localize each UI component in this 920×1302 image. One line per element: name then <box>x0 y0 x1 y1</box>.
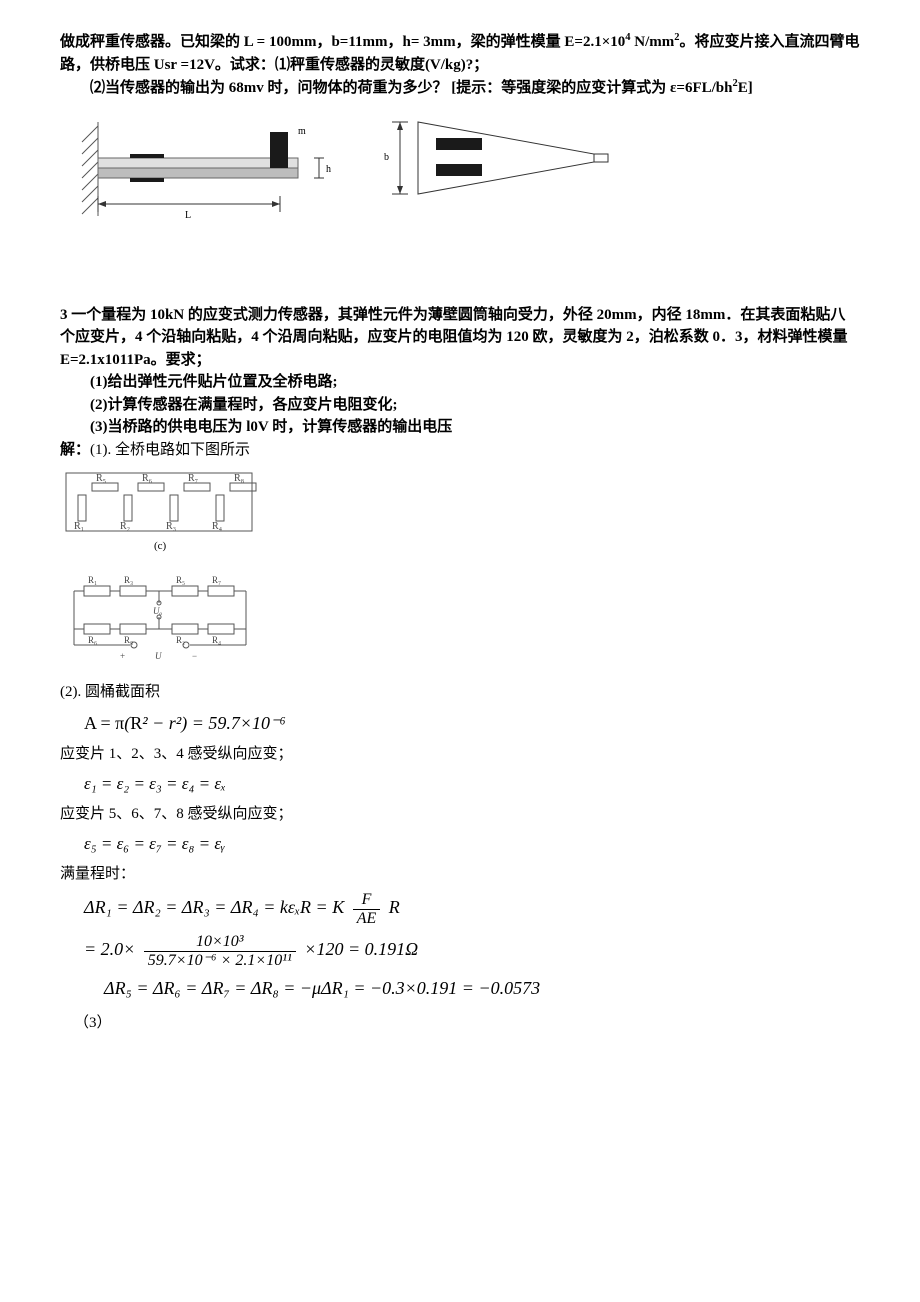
dr-line1: ΔR₁ = ΔR₂ = ΔR₃ = ΔR₄ = kεₓR = K FAE R <box>84 891 860 927</box>
dr2a: = 2.0× <box>84 939 135 959</box>
beam-figure-row: m h L b <box>60 104 860 234</box>
label-b: b <box>384 152 389 163</box>
area-eq: A = π(R² − r²) = 59.7×10⁻⁶ <box>84 710 860 737</box>
svg-text:R₆: R₆ <box>142 473 153 484</box>
svg-text:R₅: R₅ <box>176 575 185 585</box>
eps1: ε₁ = ε₂ = ε₃ = ε₄ = εₓ <box>84 771 860 797</box>
dr-frac2-den: 59.7×10⁻⁶ × 2.1×10¹¹ <box>144 952 296 970</box>
q2-l1b: N/mm <box>631 34 675 50</box>
svg-text:R₆: R₆ <box>88 635 97 645</box>
bridge-circuit-svg: R₁ R₃ R₅ R₇ R₆ R₈ R₂ R₄ Uₒ + U − <box>60 563 260 673</box>
svg-text:R₄: R₄ <box>212 635 221 645</box>
q3-s1: 应变片 1、2、3、4 感受纵向应变； <box>60 743 860 766</box>
q2-l2b: E] <box>738 80 753 96</box>
q3-a1: (1). 全桥电路如下图所示 <box>90 442 250 458</box>
dr-frac2-num: 10×10³ <box>144 933 296 952</box>
q2-line1: 做成秤重传感器。已知梁的 L = 100mm，b=11mm，h= 3mm，梁的弹… <box>60 30 860 76</box>
q2-l1a: 做成秤重传感器。已知梁的 L = 100mm，b=11mm，h= 3mm，梁的弹… <box>60 34 625 50</box>
dr1b: R <box>389 897 400 917</box>
q3-s2: 应变片 5、6、7、8 感受纵向应变； <box>60 803 860 826</box>
svg-text:R₁: R₁ <box>88 575 97 585</box>
label-h: h <box>326 164 331 175</box>
gauge-layout-svg: R₅ R₁ R₆ R₂ R₇ R₃ R₈ R₄ (c) <box>60 467 260 557</box>
dr-line2: = 2.0× 10×10³59.7×10⁻⁶ × 2.1×10¹¹ ×120 =… <box>84 933 860 969</box>
ans-label: 解： <box>60 442 90 458</box>
page-content: 做成秤重传感器。已知梁的 L = 100mm，b=11mm，h= 3mm，梁的弹… <box>0 0 920 1075</box>
svg-text:U: U <box>155 651 162 661</box>
svg-text:R₂: R₂ <box>176 635 185 645</box>
svg-text:R₃: R₃ <box>166 521 176 532</box>
svg-text:R₃: R₃ <box>124 575 133 585</box>
dr-frac-den: AE <box>353 910 381 928</box>
label-m: m <box>298 126 306 137</box>
q2-line2: ⑵当传感器的输出为 68mv 时，问物体的荷重为多少？ [提示：等强度梁的应变计… <box>60 76 860 100</box>
svg-text:R₂: R₂ <box>120 521 130 532</box>
beam-top-svg: b <box>380 104 640 214</box>
q3-r2: (2)计算传感器在满量程时，各应变片电阻变化; <box>60 394 860 417</box>
beam-side-svg: m h L <box>60 104 350 234</box>
svg-text:R₄: R₄ <box>212 521 223 532</box>
circuit-caption: (c) <box>154 540 167 552</box>
q3-ans1: 解：(1). 全桥电路如下图所示 <box>60 439 860 462</box>
svg-text:R₇: R₇ <box>188 473 198 484</box>
q3-r3: (3)当桥路的供电电压为 l0V 时，计算传感器的输出电压 <box>60 416 860 439</box>
svg-text:R₅: R₅ <box>96 473 106 484</box>
q2-l2a: ⑵当传感器的输出为 68mv 时，问物体的荷重为多少？ [提示：等强度梁的应变计… <box>90 80 732 96</box>
q3-a3: （3） <box>74 1012 860 1035</box>
dr2b: ×120 = 0.191Ω <box>304 939 418 959</box>
eps2: ε₅ = ε₆ = ε₇ = ε₈ = εᵧ <box>84 831 860 857</box>
svg-text:−: − <box>192 651 197 661</box>
circuit-layout: R₅ R₁ R₆ R₂ R₇ R₃ R₈ R₄ (c) <box>60 467 860 673</box>
dr5: ΔR₅ = ΔR₆ = ΔR₇ = ΔR₈ = −μΔR₁ = −0.3×0.1… <box>104 975 860 1002</box>
q3-r1: (1)给出弹性元件贴片位置及全桥电路; <box>60 371 860 394</box>
svg-text:R₇: R₇ <box>212 575 221 585</box>
dr-frac-num: F <box>353 891 381 910</box>
svg-text:Uₒ: Uₒ <box>153 606 162 616</box>
svg-text:R₈: R₈ <box>234 473 245 484</box>
label-L: L <box>185 210 191 221</box>
q3-head: 3 一个量程为 10kN 的应变式测力传感器，其弹性元件为薄壁圆筒轴向受力，外径… <box>60 304 860 372</box>
spacer <box>60 244 860 304</box>
svg-text:R₈: R₈ <box>124 635 133 645</box>
q3-a2: (2). 圆桶截面积 <box>60 681 860 704</box>
q3-full: 满量程时： <box>60 863 860 886</box>
svg-text:R₁: R₁ <box>74 521 84 532</box>
dr1a: ΔR₁ = ΔR₂ = ΔR₃ = ΔR₄ = kεₓR = K <box>84 897 344 917</box>
svg-text:+: + <box>120 651 125 661</box>
